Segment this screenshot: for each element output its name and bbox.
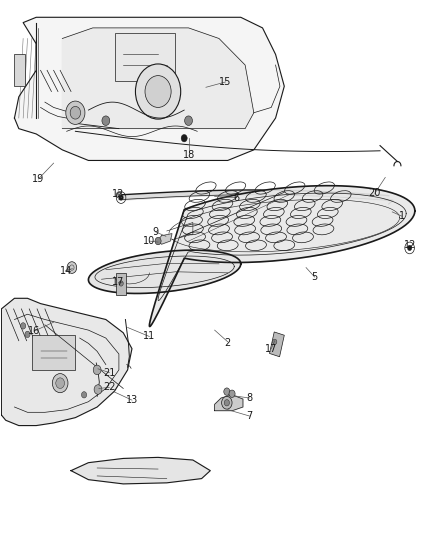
Text: 17: 17 xyxy=(265,344,277,354)
Text: 14: 14 xyxy=(60,266,72,276)
Polygon shape xyxy=(158,233,172,244)
Circle shape xyxy=(56,378,64,389)
Bar xyxy=(115,33,176,81)
Circle shape xyxy=(155,237,161,245)
Bar xyxy=(32,335,75,370)
Polygon shape xyxy=(1,298,132,425)
Text: 13: 13 xyxy=(126,395,138,405)
Polygon shape xyxy=(215,395,243,411)
Circle shape xyxy=(119,281,123,286)
Circle shape xyxy=(181,134,187,142)
Circle shape xyxy=(185,116,192,125)
Circle shape xyxy=(94,385,102,394)
Circle shape xyxy=(93,365,101,375)
Bar xyxy=(269,332,284,357)
Circle shape xyxy=(119,195,123,200)
Text: 20: 20 xyxy=(369,188,381,198)
Text: 1: 1 xyxy=(399,211,405,221)
Bar xyxy=(116,273,126,295)
Polygon shape xyxy=(149,185,415,327)
Text: 17: 17 xyxy=(112,277,124,287)
Text: 15: 15 xyxy=(219,77,232,87)
Circle shape xyxy=(70,107,81,119)
Circle shape xyxy=(116,192,121,198)
Text: 11: 11 xyxy=(143,332,155,342)
Text: 7: 7 xyxy=(246,411,253,421)
Text: 2: 2 xyxy=(225,338,231,349)
Circle shape xyxy=(67,262,77,273)
Polygon shape xyxy=(71,457,210,484)
Text: 18: 18 xyxy=(183,150,195,160)
Circle shape xyxy=(222,397,232,409)
Circle shape xyxy=(272,339,277,344)
Circle shape xyxy=(407,245,412,251)
Polygon shape xyxy=(62,28,254,128)
Circle shape xyxy=(224,388,230,395)
Text: 8: 8 xyxy=(247,393,253,403)
Text: 9: 9 xyxy=(153,227,159,237)
Circle shape xyxy=(145,76,171,108)
Circle shape xyxy=(229,390,235,398)
Circle shape xyxy=(66,101,85,124)
Text: 12: 12 xyxy=(112,189,124,199)
Circle shape xyxy=(135,64,181,119)
Circle shape xyxy=(21,322,26,329)
Text: 5: 5 xyxy=(311,272,318,282)
Polygon shape xyxy=(14,17,284,160)
Circle shape xyxy=(25,331,30,337)
Text: 21: 21 xyxy=(103,368,116,377)
Text: 6: 6 xyxy=(233,192,240,203)
Circle shape xyxy=(102,116,110,125)
Text: 22: 22 xyxy=(103,382,116,392)
Text: 19: 19 xyxy=(32,174,45,184)
Circle shape xyxy=(224,400,230,406)
Text: 16: 16 xyxy=(28,326,40,336)
Polygon shape xyxy=(88,250,241,294)
Bar xyxy=(14,54,25,86)
Text: 10: 10 xyxy=(143,236,155,246)
Circle shape xyxy=(52,374,68,393)
Circle shape xyxy=(81,392,87,398)
Text: 12: 12 xyxy=(404,240,417,251)
